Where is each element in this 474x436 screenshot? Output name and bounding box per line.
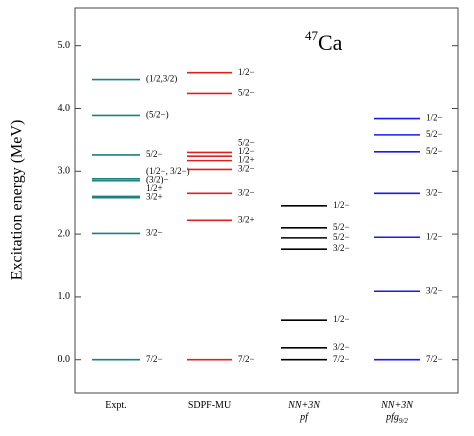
level-label: 3/2− — [333, 342, 350, 352]
column-name: SDPF-MU — [188, 400, 232, 411]
y-axis-label: Excitation energy (MeV) — [9, 120, 26, 281]
level-label: 3/2− — [426, 285, 443, 295]
y-tick-label: 5.0 — [58, 40, 71, 51]
level-label: 5/2− — [333, 222, 350, 232]
isotope-label: 47Ca — [305, 28, 343, 55]
level-label: 5/2− — [333, 232, 350, 242]
column-label: SDPF-MU — [188, 400, 232, 411]
level-label: (1/2,3/2) — [146, 74, 177, 84]
column-sublabel: pfg9/2 — [385, 412, 408, 424]
column-label: Expt. — [105, 400, 126, 411]
level-label: 1/2− — [333, 200, 350, 210]
level-label: 3/2− — [146, 228, 163, 238]
y-tick-label: 3.0 — [58, 166, 71, 177]
column-subname: pfg — [385, 412, 399, 423]
level-label: 1/2+ — [146, 183, 163, 193]
level-label: 5/2− — [146, 149, 163, 159]
column-name: Expt. — [105, 400, 126, 411]
mass-number: 47 — [305, 28, 319, 43]
level-label: (5/2−) — [146, 109, 169, 119]
level-label: 3/2− — [333, 243, 350, 253]
level-label: 7/2− — [333, 354, 350, 364]
y-tick-label: 1.0 — [58, 291, 71, 302]
level-label: 3/2− — [238, 163, 255, 173]
level-label: 1/2− — [238, 146, 255, 156]
level-label: 1/2− — [238, 67, 255, 77]
level-label: 3/2+ — [238, 214, 255, 224]
level-label: 5/2− — [238, 87, 255, 97]
level-label: (1/2−, 3/2−) — [146, 166, 190, 176]
level-label: 1/2− — [333, 314, 350, 324]
level-label: 1/2− — [426, 231, 443, 241]
level-label: 5/2− — [426, 129, 443, 139]
column-subscript: 9/2 — [399, 417, 408, 425]
level-label: 5/2− — [238, 138, 255, 148]
level-label: (3/2)− — [146, 175, 169, 185]
column-subname: pf — [299, 412, 309, 423]
level-label: 1/2+ — [238, 155, 255, 165]
level-label: 7/2− — [146, 354, 163, 364]
y-tick-label: 4.0 — [58, 103, 71, 114]
level-label: 7/2− — [426, 354, 443, 364]
column-label: NN+3N — [380, 400, 414, 411]
plot-frame — [74, 7, 459, 394]
level-label: 3/2− — [426, 187, 443, 197]
level-label: 3/2− — [238, 187, 255, 197]
element-symbol: Ca — [318, 30, 343, 55]
level-label: 3/2+ — [146, 192, 163, 202]
level-label: 7/2− — [238, 354, 255, 364]
column-name: NN+3N — [287, 400, 321, 411]
level-label: 1/2− — [426, 113, 443, 123]
y-tick-label: 0.0 — [58, 354, 71, 365]
column-name: NN+3N — [380, 400, 414, 411]
level-label: 5/2− — [426, 146, 443, 156]
column-label: NN+3N — [287, 400, 321, 411]
y-tick-label: 2.0 — [58, 228, 71, 239]
column-sublabel: pf — [299, 412, 309, 423]
